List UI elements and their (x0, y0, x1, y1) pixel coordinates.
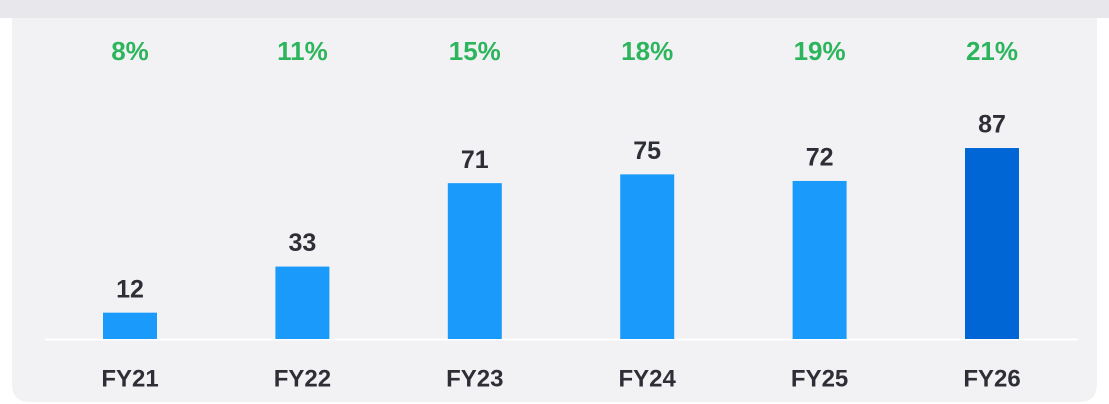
x-tick-label: FY23 (446, 365, 503, 392)
x-tick-label: FY25 (791, 365, 848, 392)
bar (620, 174, 675, 339)
percentage-label: 15% (449, 36, 501, 66)
value-label: 75 (633, 137, 661, 165)
value-label: 71 (461, 146, 489, 174)
x-tick-label: FY22 (274, 365, 331, 392)
percentage-label: 21% (966, 36, 1018, 66)
value-label: 12 (116, 275, 144, 303)
card (12, 0, 1097, 402)
bar (792, 180, 847, 339)
percentage-label: 18% (621, 36, 673, 66)
bar (447, 183, 502, 339)
percentage-label: 8% (111, 36, 149, 66)
percentage-label: 11% (277, 36, 328, 66)
x-tick-label: FY26 (963, 365, 1020, 392)
bar (965, 148, 1019, 339)
x-tick-label: FY21 (101, 365, 158, 392)
bar (275, 266, 330, 339)
x-tick-label: FY24 (619, 365, 677, 392)
value-label: 87 (978, 111, 1006, 139)
value-label: 33 (288, 229, 316, 257)
value-label: 72 (806, 144, 834, 172)
percentage-label: 19% (794, 36, 846, 66)
bar (103, 312, 157, 339)
top-band (0, 0, 1109, 18)
